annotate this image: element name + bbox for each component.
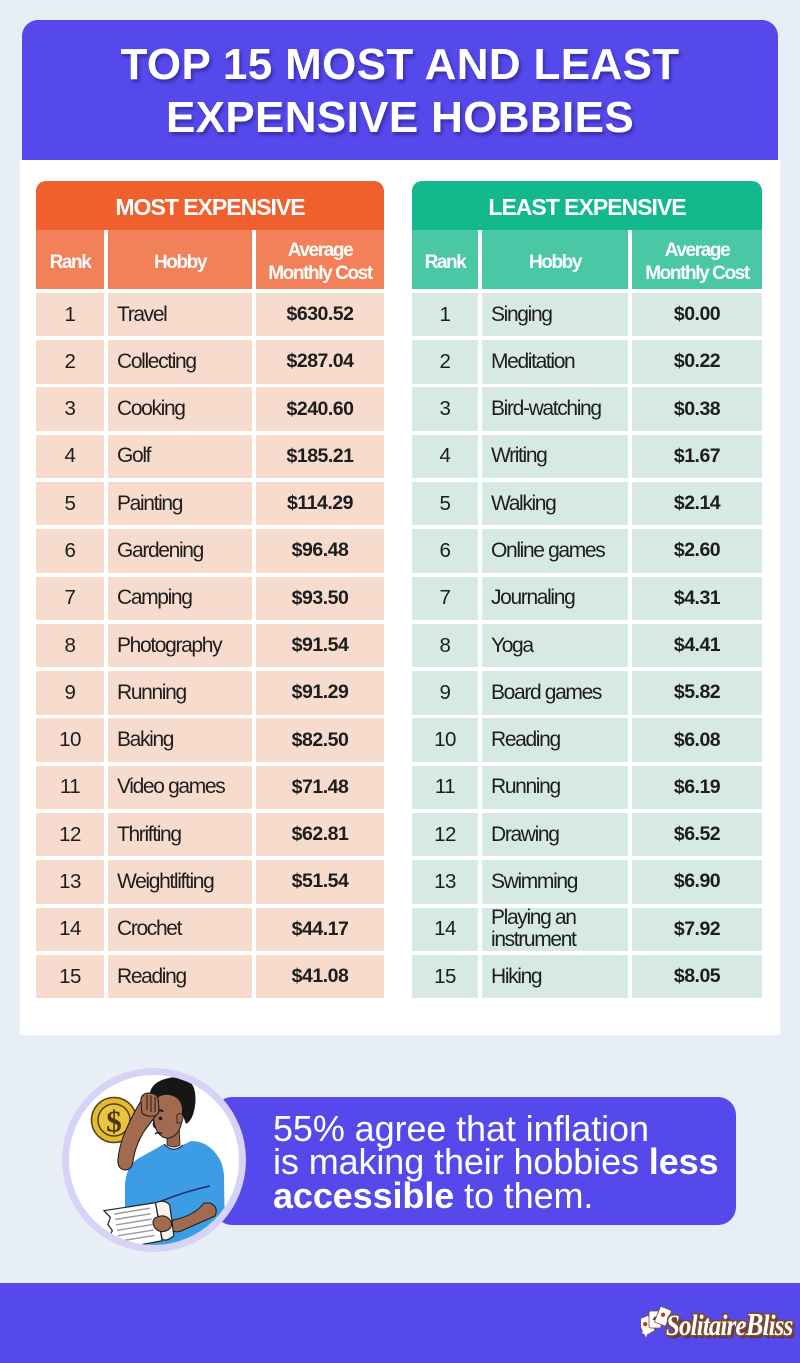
svg-text:$: $ xyxy=(106,1104,122,1139)
